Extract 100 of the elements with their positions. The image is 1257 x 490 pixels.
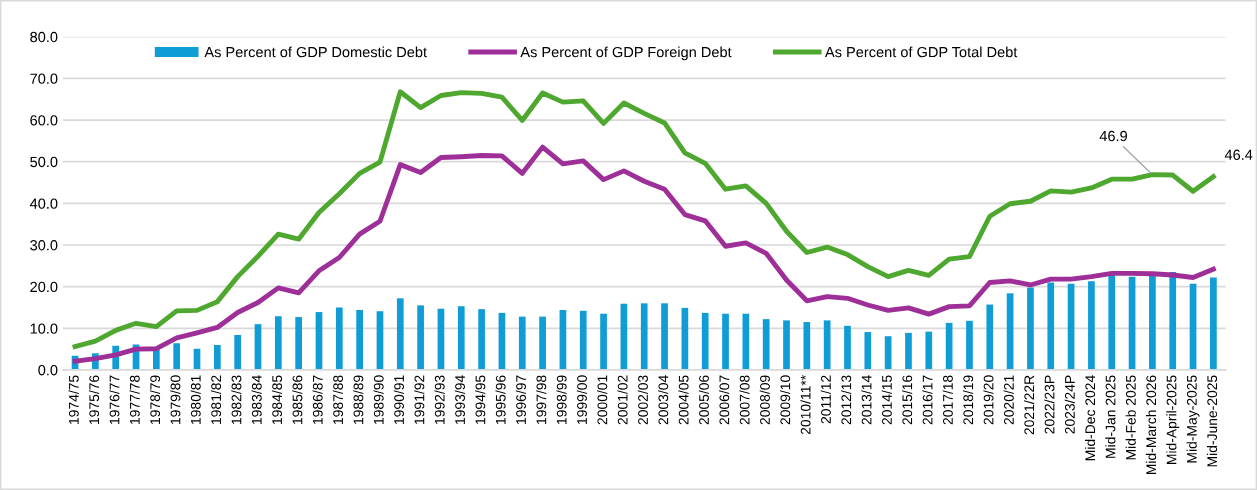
bar bbox=[1047, 282, 1055, 370]
bar bbox=[396, 298, 404, 370]
data-label: 46.9 bbox=[1099, 130, 1128, 142]
x-tick-label: 1992/93 bbox=[434, 375, 445, 424]
x-tick-label: 2003/04 bbox=[658, 375, 669, 425]
y-tick-label: 20.0 bbox=[30, 281, 58, 293]
bar bbox=[173, 343, 181, 370]
x-tick-label: 2015/16 bbox=[901, 375, 913, 425]
x-tick-label: 2005/06 bbox=[698, 375, 709, 425]
x-tick-label: 2014/15 bbox=[881, 375, 892, 425]
bar bbox=[295, 317, 302, 370]
bar bbox=[905, 332, 912, 370]
x-tick-label: 1993/94 bbox=[454, 375, 465, 424]
x-tick-label: 1987/88 bbox=[332, 375, 344, 424]
bar bbox=[518, 316, 526, 370]
x-tick-label: 2002/03 bbox=[637, 375, 648, 425]
x-tick-label: 1995/96 bbox=[495, 375, 506, 424]
x-tick-label: 1998/99 bbox=[556, 375, 567, 424]
bar bbox=[600, 313, 607, 370]
x-tick-label: 1981/82 bbox=[210, 375, 222, 424]
x-tick-label: 1985/86 bbox=[292, 375, 303, 424]
x-tick-label: 2008/09 bbox=[759, 375, 770, 425]
x-tick-label: 1997/98 bbox=[536, 375, 547, 424]
bar bbox=[213, 344, 221, 370]
bar bbox=[803, 322, 811, 370]
bar bbox=[742, 313, 750, 370]
y-tick-label: 70.0 bbox=[30, 73, 58, 84]
bar bbox=[722, 313, 729, 370]
bar bbox=[844, 325, 851, 370]
x-tick-label: 1989/90 bbox=[373, 375, 384, 424]
x-tick-label: 1994/95 bbox=[475, 375, 486, 424]
line-series bbox=[72, 144, 1216, 364]
x-tick-label: 1988/89 bbox=[353, 375, 364, 424]
legend-label: As Percent of GDP Total Debt bbox=[824, 46, 1018, 58]
legend-label: As Percent of GDP Foreign Debt bbox=[520, 46, 732, 61]
x-tick-label: 2001/02 bbox=[617, 375, 628, 425]
x-tick-label: 1982/83 bbox=[231, 375, 242, 424]
x-tick-label: Mid-May-2025 bbox=[1186, 375, 1200, 463]
y-tick-label: 80.0 bbox=[30, 31, 58, 43]
x-tick-label: 2006/07 bbox=[719, 375, 730, 425]
bar bbox=[640, 303, 648, 370]
x-tick-label: 1976/77 bbox=[109, 375, 120, 424]
x-tick-label: 2022/23P bbox=[1044, 375, 1055, 434]
x-tick-label: 1977/78 bbox=[129, 375, 140, 424]
bar bbox=[966, 320, 973, 370]
legend-label: As Percent of GDP Domestic Debt bbox=[204, 46, 427, 58]
bar bbox=[274, 316, 282, 370]
x-tick-label: 2011/12 bbox=[820, 375, 831, 424]
bar bbox=[539, 316, 546, 370]
x-tick-label: Mid-April-2025 bbox=[1166, 375, 1180, 464]
bar bbox=[661, 303, 668, 370]
bar bbox=[701, 312, 709, 370]
bar bbox=[986, 304, 994, 370]
x-tick-label: Mid-March 2026 bbox=[1145, 375, 1157, 475]
bar bbox=[417, 305, 424, 370]
x-tick-label: 2000/01 bbox=[597, 375, 608, 425]
y-tick-label: 40.0 bbox=[29, 198, 58, 209]
x-tick-label: 2018/19 bbox=[962, 375, 974, 425]
x-tick-label: 1986/87 bbox=[312, 375, 323, 424]
y-tick-label: 50.0 bbox=[30, 156, 58, 168]
x-tick-label: 1996/97 bbox=[515, 375, 526, 424]
bar bbox=[1169, 272, 1177, 370]
x-tick-label: 2013/14 bbox=[861, 375, 872, 425]
x-tick-label: 1974/75 bbox=[68, 375, 79, 424]
x-tick-label: 1978/79 bbox=[149, 375, 161, 424]
x-tick-label: Mid-Dec 2024 bbox=[1084, 375, 1096, 461]
bar bbox=[823, 320, 831, 370]
y-tick-label: 0.0 bbox=[38, 365, 58, 376]
x-tick-label: 2016/17 bbox=[922, 375, 933, 425]
bar bbox=[478, 309, 485, 370]
bar bbox=[925, 331, 933, 370]
x-tick-label: 2009/10 bbox=[780, 375, 791, 425]
x-tick-label: 2012/13 bbox=[841, 375, 852, 425]
bar bbox=[1088, 281, 1095, 370]
x-tick-label: 2023/24P bbox=[1064, 375, 1075, 434]
x-tick-label: 2007/08 bbox=[739, 375, 750, 425]
bar bbox=[356, 309, 363, 370]
bar bbox=[1149, 274, 1156, 370]
x-tick-label: 1999/00 bbox=[576, 375, 587, 424]
x-tick-label: 1991/92 bbox=[414, 375, 425, 424]
x-tick-label: 2010/11** bbox=[800, 375, 811, 435]
x-tick-label: 2004/05 bbox=[678, 375, 689, 425]
x-tick-label: 2017/18 bbox=[942, 375, 953, 425]
x-tick-label: 2021/22R bbox=[1023, 375, 1035, 435]
line-series bbox=[72, 89, 1216, 350]
bar bbox=[234, 334, 242, 370]
bar bbox=[457, 306, 465, 370]
bar bbox=[1108, 274, 1116, 370]
bar bbox=[335, 307, 343, 370]
bar bbox=[1210, 277, 1217, 370]
bar bbox=[1027, 287, 1034, 370]
x-tick-label: 2020/21 bbox=[1003, 375, 1014, 425]
x-tick-label: Mid-June-2025 bbox=[1206, 375, 1218, 467]
bar bbox=[579, 310, 587, 370]
x-tick-label: Mid-Feb 2025 bbox=[1125, 375, 1136, 460]
y-tick-label: 60.0 bbox=[30, 115, 58, 126]
data-label: 46.4 bbox=[1224, 149, 1253, 160]
x-tick-label: 1979/80 bbox=[170, 375, 181, 424]
x-tick-label: 1980/81 bbox=[190, 375, 201, 424]
bar bbox=[783, 320, 790, 370]
